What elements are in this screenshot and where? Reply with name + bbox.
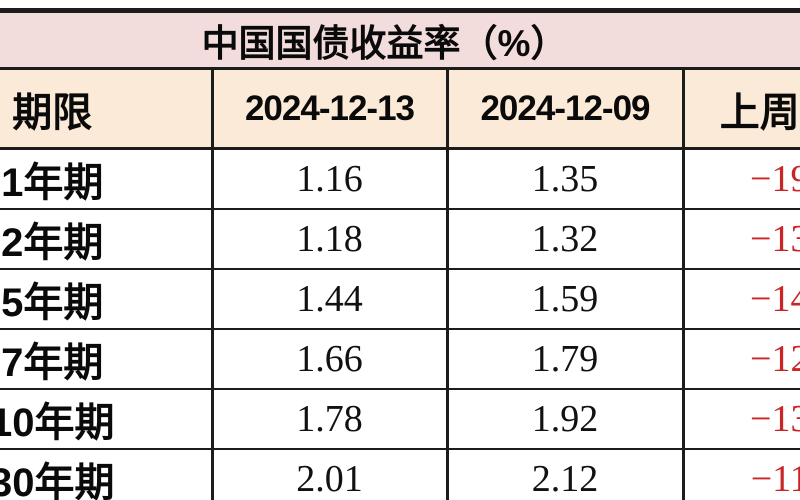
change-cell: −11 — [681, 449, 800, 500]
page-title: 中国国债收益率（%） — [0, 10, 800, 70]
table-row: 7年期 1.66 1.79 −12 — [0, 329, 800, 390]
change-cell: −19 — [681, 148, 800, 210]
title-row: 中国国债收益率（%） — [0, 10, 800, 70]
change-cell: −14 — [681, 269, 800, 330]
term-cell: 5年期 — [0, 269, 212, 330]
term-cell: 1年期 — [0, 148, 212, 210]
yield-current-cell: 1.78 — [210, 389, 447, 450]
table-row: 1年期 1.16 1.35 −19 — [0, 148, 800, 210]
table-row: 30年期 2.01 2.12 −11 — [0, 449, 800, 500]
col-header-term: 期限 — [0, 68, 212, 150]
table-row: 10年期 1.78 1.92 −13 — [0, 389, 800, 450]
yield-current-cell: 1.16 — [210, 148, 447, 210]
yield-previous-cell: 1.59 — [445, 269, 683, 330]
term-cell: 10年期 — [0, 389, 212, 450]
change-cell: −13 — [681, 209, 800, 270]
header-row: 期限 2024-12-13 2024-12-09 上周涨 — [0, 68, 800, 150]
change-cell: −13 — [681, 389, 800, 450]
table-row: 5年期 1.44 1.59 −14 — [0, 269, 800, 330]
term-cell: 7年期 — [0, 329, 212, 390]
term-cell: 30年期 — [0, 449, 212, 500]
yield-current-cell: 2.01 — [210, 449, 447, 500]
col-header-weekly-change: 上周涨 — [681, 68, 800, 150]
change-cell: −12 — [681, 329, 800, 390]
table-row: 2年期 1.18 1.32 −13 — [0, 209, 800, 270]
col-header-date-previous: 2024-12-09 — [445, 68, 683, 150]
yield-previous-cell: 1.92 — [445, 389, 683, 450]
yield-previous-cell: 1.79 — [445, 329, 683, 390]
yield-current-cell: 1.66 — [210, 329, 447, 390]
yield-current-cell: 1.18 — [210, 209, 447, 270]
yield-previous-cell: 2.12 — [445, 449, 683, 500]
col-header-date-current: 2024-12-13 — [210, 68, 447, 150]
yield-previous-cell: 1.35 — [445, 148, 683, 210]
term-cell: 2年期 — [0, 209, 212, 270]
yield-current-cell: 1.44 — [210, 269, 447, 330]
yield-previous-cell: 1.32 — [445, 209, 683, 270]
bond-yield-table: 中国国债收益率（%） 期限 2024-12-13 2024-12-09 上周涨 … — [0, 8, 800, 500]
